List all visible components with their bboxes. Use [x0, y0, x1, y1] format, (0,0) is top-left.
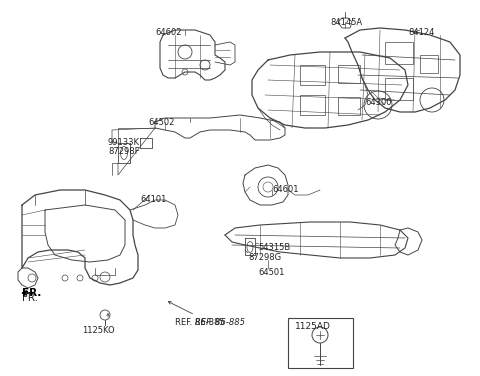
- Bar: [288, 318, 353, 368]
- Text: 64101: 64101: [140, 195, 167, 204]
- Text: 84145A: 84145A: [330, 18, 362, 27]
- Text: 64601: 64601: [272, 185, 299, 194]
- Text: 87298F: 87298F: [108, 147, 140, 156]
- Bar: [300, 95, 325, 115]
- Bar: [300, 65, 325, 85]
- Text: REF. 86-885: REF. 86-885: [175, 318, 225, 327]
- Text: 64300: 64300: [365, 98, 392, 107]
- Text: 54315B: 54315B: [258, 243, 290, 252]
- Text: 64602: 64602: [155, 28, 181, 37]
- Text: REF. 86-885: REF. 86-885: [195, 318, 245, 327]
- Text: 84124: 84124: [408, 28, 434, 37]
- Text: FR.: FR.: [22, 288, 41, 298]
- Text: 1125KO: 1125KO: [82, 326, 115, 335]
- Text: 64502: 64502: [148, 118, 174, 127]
- Bar: [385, 78, 413, 100]
- Bar: [338, 65, 360, 83]
- Text: FR.: FR.: [22, 293, 38, 303]
- Text: 99133K: 99133K: [108, 138, 140, 147]
- Bar: [385, 42, 413, 64]
- Bar: [420, 55, 438, 73]
- Text: 64501: 64501: [258, 268, 284, 277]
- Bar: [338, 97, 360, 115]
- Text: 87298G: 87298G: [248, 253, 281, 262]
- Text: 1125AD: 1125AD: [295, 322, 331, 331]
